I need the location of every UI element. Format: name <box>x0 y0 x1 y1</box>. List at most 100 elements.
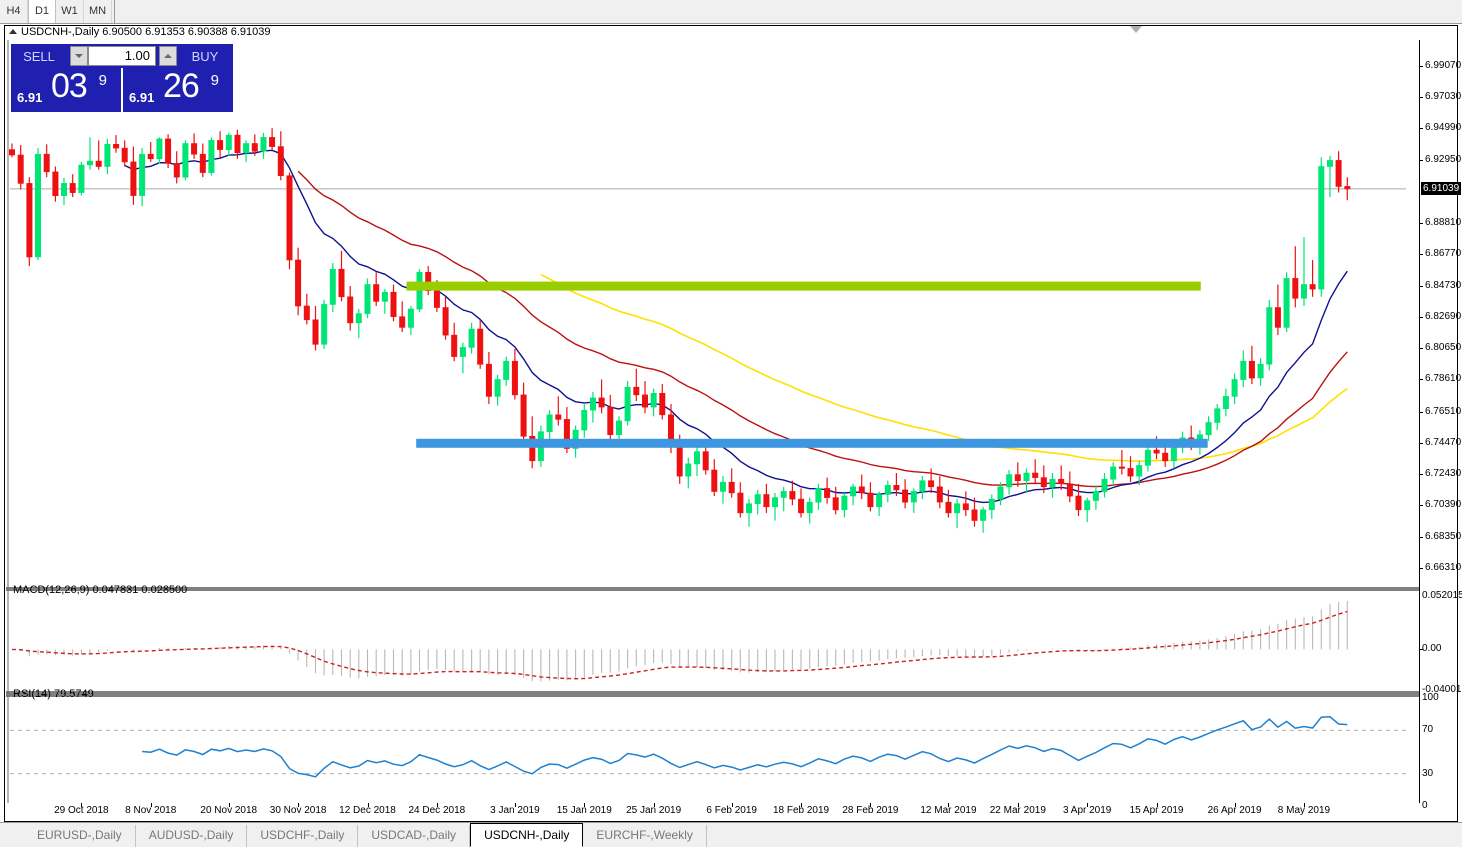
volume-increment-button[interactable] <box>159 46 177 66</box>
candle-body <box>173 163 180 178</box>
candle-body <box>416 272 423 310</box>
price-tick <box>1420 223 1423 225</box>
candle-body <box>607 406 614 436</box>
candle-body <box>277 146 284 176</box>
timeframe-button-d1[interactable]: D1 <box>28 0 56 23</box>
candle-body <box>321 304 328 345</box>
volume-decrement-button[interactable] <box>70 46 88 66</box>
chart-tab-usdchf[interactable]: USDCHF-,Daily <box>247 825 359 847</box>
candle-body <box>1084 500 1091 511</box>
rsi-tick-label: 30 <box>1422 767 1434 779</box>
price-scale[interactable]: 6.99070 6.97030 6.94990 6.92950 6.88810 6.867… <box>1419 40 1462 811</box>
candle-body <box>1327 160 1334 167</box>
candle-body <box>815 488 822 503</box>
chart-window: USDCNH-,Daily 6.90500 6.91353 6.90388 6.… <box>4 25 1462 822</box>
candle-body <box>841 495 848 511</box>
candle-body <box>1092 491 1099 501</box>
price-tick <box>1420 505 1423 507</box>
candle-body <box>884 484 891 495</box>
price-tick <box>1420 567 1423 569</box>
time-tick <box>228 803 230 807</box>
candle-body <box>511 360 518 396</box>
candle-body <box>407 308 414 328</box>
chart-shift-marker-icon[interactable] <box>1130 26 1142 33</box>
candle-body <box>971 509 978 521</box>
price-tick <box>1420 254 1423 256</box>
candle-body <box>1309 284 1316 290</box>
volume-input[interactable]: 1.00 <box>88 46 156 66</box>
candle-body <box>876 494 883 508</box>
candle-body <box>928 480 935 488</box>
time-tick <box>801 803 803 807</box>
buy-button[interactable]: BUY <box>177 44 233 68</box>
candle-body <box>1274 307 1281 328</box>
candle-body <box>902 489 909 503</box>
candle-body <box>850 486 857 497</box>
time-tick-label: 12 Dec 2018 <box>339 805 396 816</box>
chart-title-ohlc: USDCNH-,Daily 6.90500 6.91353 6.90388 6.… <box>21 26 271 38</box>
price-tick <box>1420 159 1423 161</box>
rsi-tick-label: 70 <box>1422 724 1434 736</box>
candle-body <box>485 363 492 397</box>
candle-body <box>1040 477 1047 488</box>
ma-mid-red-line <box>297 170 1348 488</box>
price-tick <box>1420 97 1423 99</box>
time-tick <box>948 803 950 807</box>
timeframe-button-w1[interactable]: W1 <box>56 0 84 23</box>
price-tick <box>1420 316 1423 318</box>
price-tick <box>1420 128 1423 130</box>
candle-body <box>468 328 475 348</box>
chart-plot-area[interactable] <box>6 40 1420 808</box>
price-tick-label: 6.72430 <box>1425 468 1462 480</box>
candle-body <box>520 394 527 437</box>
candle-body <box>139 153 146 196</box>
candle-body <box>832 497 839 511</box>
candle-body <box>997 486 1004 500</box>
candle-body <box>1257 363 1264 379</box>
chevron-down-icon <box>75 54 83 58</box>
time-scale[interactable]: 29 Oct 2018 8 Nov 2018 20 Nov 2018 30 Nov 2… <box>6 803 1420 821</box>
chart-tab-usdcnh[interactable]: USDCNH-,Daily <box>470 823 584 847</box>
sell-button[interactable]: SELL <box>11 44 67 68</box>
candle-body <box>8 149 16 156</box>
sell-price-display[interactable]: 6.91 03 9 <box>11 67 121 112</box>
candle-body <box>1344 186 1351 190</box>
timeframe-button-mn[interactable]: MN <box>84 0 112 23</box>
price-tick-label: 6.66310 <box>1425 561 1462 573</box>
chart-tab-usdcad[interactable]: USDCAD-,Daily <box>358 825 471 847</box>
candle-body <box>1058 478 1065 485</box>
time-tick-label: 26 Apr 2019 <box>1207 805 1262 816</box>
time-tick-label: 22 Mar 2019 <box>989 805 1046 816</box>
candle-body <box>269 137 276 147</box>
candle-body <box>737 492 744 514</box>
candle-body <box>824 488 831 498</box>
chart-tab-audusd[interactable]: AUDUSD-,Daily <box>135 825 248 847</box>
timeframe-button-h4[interactable]: H4 <box>0 0 28 23</box>
resistance-level-line[interactable] <box>406 281 1201 291</box>
time-tick <box>1156 803 1158 807</box>
octp-price-row: 6.91 03 9 6.91 26 9 <box>11 67 233 112</box>
candle-body <box>1049 478 1056 488</box>
buy-price-display[interactable]: 6.91 26 9 <box>123 67 233 112</box>
candle-body <box>17 154 24 184</box>
candle-body <box>121 147 128 163</box>
candle-body <box>381 291 388 302</box>
candle-body <box>1335 160 1342 187</box>
time-tick-label: 28 Feb 2019 <box>842 805 899 816</box>
candle-body <box>156 138 163 160</box>
price-tick-label: 6.84730 <box>1425 279 1462 291</box>
candle-body <box>858 486 865 494</box>
macd-tick-label: 0.00 <box>1422 643 1442 655</box>
candle-body <box>1136 465 1143 477</box>
price-tick-label: 6.70390 <box>1425 499 1462 511</box>
price-tick-label: 6.97030 <box>1425 91 1462 103</box>
candle-body <box>1066 483 1073 497</box>
chart-tab-eurchf[interactable]: EURCHF-,Weekly <box>583 825 707 847</box>
collapse-triangle-icon[interactable] <box>9 29 17 34</box>
timeframe-button-group: H4 D1 W1 MN <box>0 0 115 23</box>
price-tick <box>1420 285 1423 287</box>
chart-tab-eurusd[interactable]: EURUSD-,Daily <box>24 825 136 847</box>
candle-body <box>936 486 943 503</box>
support-level-line[interactable] <box>416 438 1208 448</box>
candle-body <box>711 469 718 492</box>
